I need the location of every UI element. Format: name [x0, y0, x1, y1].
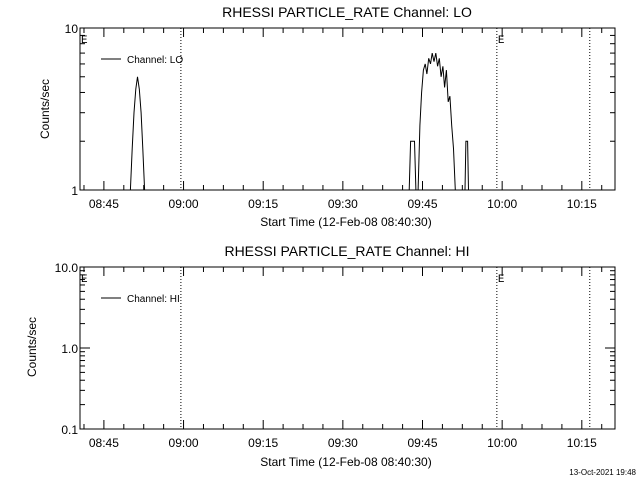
chart-hi-ticks: 08:45 09:00 09:15 09:30 09:45 10:00 10:15 0.1 1.… — [55, 261, 615, 450]
y-tick-label: 10.0 — [55, 261, 79, 275]
chart-lo: RHESSI PARTICLE_RATE Channel: LO Counts/… — [38, 4, 616, 229]
x-tick-label: 09:30 — [328, 436, 358, 450]
footer-timestamp: 13-Oct-2021 19:48 — [569, 468, 636, 477]
x-tick-label: 09:45 — [407, 197, 437, 211]
chart-hi-ylabel: Counts/sec — [25, 317, 39, 377]
chart-lo-series — [129, 52, 469, 191]
chart-hi-title: RHESSI PARTICLE_RATE Channel: HI — [224, 243, 469, 259]
chart-lo-legend: Channel: LO — [101, 55, 183, 66]
y-tick-label: 1.0 — [61, 342, 78, 356]
chart-hi-xlabel: Start Time (12-Feb-08 08:40:30) — [260, 455, 431, 469]
y-tick-label: 10 — [65, 22, 79, 36]
x-tick-label: 10:15 — [567, 436, 597, 450]
chart-hi-plot-frame — [79, 266, 616, 430]
x-tick-label: 09:15 — [248, 436, 278, 450]
x-tick-label: 08:45 — [89, 197, 119, 211]
x-tick-label: 09:00 — [169, 436, 199, 450]
chart-lo-ticks: 08:45 09:00 09:15 09:30 09:45 10:00 10:15 1 10 — [65, 22, 615, 211]
chart-lo-xlabel: Start Time (12-Feb-08 08:40:30) — [260, 215, 431, 229]
x-tick-label: 09:45 — [407, 436, 437, 450]
x-tick-label: 08:45 — [89, 436, 119, 450]
vertical-marker-label: E — [498, 274, 505, 286]
x-tick-label: 10:00 — [487, 436, 517, 450]
x-tick-label: 09:30 — [328, 197, 358, 211]
chart-hi-legend-label: Channel: HI — [127, 294, 180, 305]
chart-lo-ylabel: Counts/sec — [38, 79, 52, 139]
x-tick-label: 10:00 — [487, 197, 517, 211]
vertical-marker-label: E — [498, 35, 505, 47]
chart-lo-plot-frame — [79, 27, 616, 191]
x-tick-label: 10:15 — [567, 197, 597, 211]
chart-lo-title: RHESSI PARTICLE_RATE Channel: LO — [222, 4, 472, 20]
chart-lo-legend-label: Channel: LO — [127, 55, 183, 66]
y-tick-label: 0.1 — [61, 423, 78, 437]
series-line — [129, 52, 469, 191]
chart-hi: RHESSI PARTICLE_RATE Channel: HI Counts/… — [25, 243, 616, 469]
y-tick-label: 1 — [71, 184, 78, 198]
x-tick-label: 09:15 — [248, 197, 278, 211]
chart-hi-legend: Channel: HI — [101, 294, 180, 305]
x-tick-label: 09:00 — [169, 197, 199, 211]
vertical-marker-label: E — [81, 35, 88, 47]
